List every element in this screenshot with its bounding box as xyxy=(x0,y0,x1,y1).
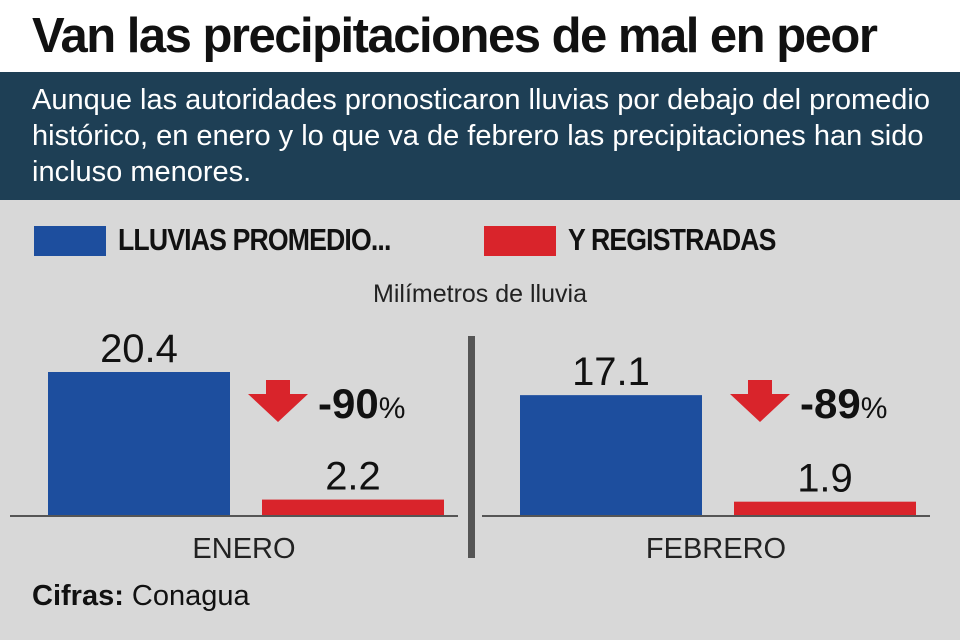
bar-enero-promedio xyxy=(48,372,230,515)
legend-swatch-promedio xyxy=(34,226,106,256)
change-label-enero: -90% xyxy=(318,380,405,427)
data-label-febrero-promedio: 17.1 xyxy=(572,350,650,394)
source-note: Cifras: Conagua xyxy=(32,580,250,613)
bar-febrero-registradas xyxy=(734,501,916,515)
bar-enero-registradas xyxy=(262,499,444,515)
header: Van las precipitaciones de mal en peor xyxy=(0,0,960,72)
data-label-febrero-registradas: 1.9 xyxy=(797,457,853,501)
source-name: Conagua xyxy=(131,580,250,612)
down-arrow-icon xyxy=(730,380,790,422)
bar-febrero-promedio xyxy=(520,395,702,515)
change-unit-enero: % xyxy=(379,392,406,425)
legend-swatch-registradas xyxy=(484,226,556,256)
subtitle-bar xyxy=(0,72,960,200)
legend-label-registradas: Y REGISTRADAS xyxy=(568,222,776,257)
change-unit-febrero: % xyxy=(861,392,888,425)
data-label-enero-promedio: 20.4 xyxy=(100,327,178,371)
source-label: Cifras: xyxy=(32,580,124,612)
chart-subtitle: Aunque las autoridades pronosticaron llu… xyxy=(32,84,930,188)
data-label-enero-registradas: 2.2 xyxy=(325,455,381,499)
panel-divider xyxy=(468,336,475,558)
category-label-enero: ENERO xyxy=(192,533,295,565)
y-axis-label: Milímetros de lluvia xyxy=(373,280,587,308)
change-label-febrero: -89% xyxy=(800,380,887,427)
category-label-febrero: FEBRERO xyxy=(646,533,786,565)
legend-label-promedio: LLUVIAS PROMEDIO... xyxy=(118,222,391,257)
chart-title: Van las precipitaciones de mal en peor xyxy=(32,9,878,63)
down-arrow-icon xyxy=(248,380,308,422)
